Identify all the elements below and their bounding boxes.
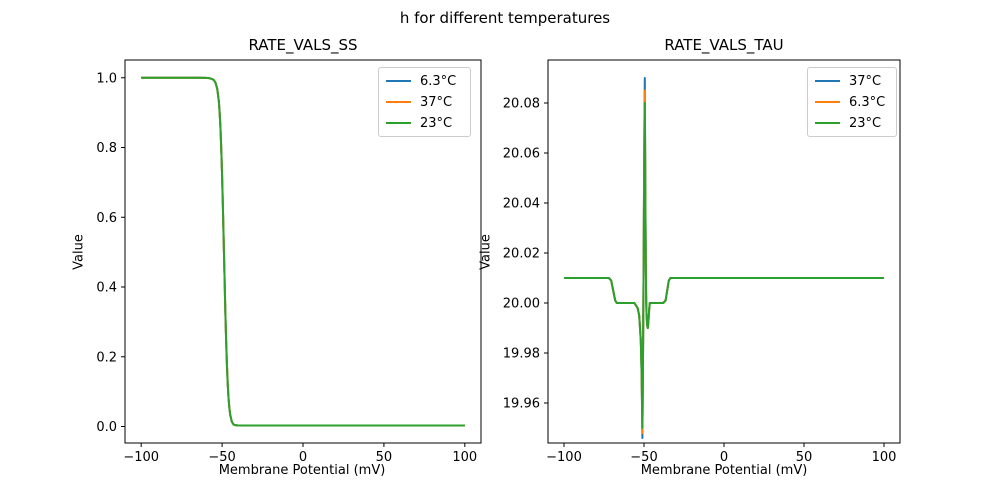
ss-legend-item: 6.3°C (386, 72, 463, 90)
tau-legend: 37°C 6.3°C 23°C (807, 67, 897, 137)
tau-series-line (564, 102, 884, 429)
subplot-tau-title: RATE_VALS_TAU (664, 36, 784, 54)
tau-y-tick-label: 19.96 (503, 397, 540, 412)
ss-x-tick-label: 0 (299, 450, 307, 465)
tau-y-tick-label: 20.04 (503, 197, 540, 212)
tau-legend-label: 23°C (849, 115, 882, 131)
subplot-ss-title: RATE_VALS_SS (248, 36, 358, 54)
ss-xaxis-label: Membrane Potential (mV) (218, 463, 386, 478)
ss-y-tick-label: 0.0 (96, 420, 117, 435)
tau-x-tick-label: −100 (546, 450, 582, 465)
tau-legend-line-sample (815, 100, 840, 104)
tau-series-line (564, 89, 884, 434)
ss-x-tick-label: 50 (376, 450, 393, 465)
ss-y-tick-label: 0.2 (96, 350, 117, 365)
tau-y-tick-label: 20.00 (503, 297, 540, 312)
ss-legend-line-sample (386, 121, 411, 125)
ss-legend-item: 23°C (386, 114, 463, 132)
ss-legend-line-sample (386, 79, 411, 83)
ss-series-line (141, 76, 465, 427)
ss-y-tick-label: 1.0 (96, 71, 117, 86)
tau-x-tick-label: 50 (796, 450, 813, 465)
ss-x-tick-label: 100 (452, 450, 477, 465)
ss-legend-item: 37°C (386, 93, 463, 111)
ss-y-tick-label: 0.6 (96, 211, 117, 226)
tau-y-tick-label: 20.06 (503, 147, 540, 162)
tau-x-tick-label: 0 (720, 450, 728, 465)
ss-axes-frame (124, 59, 482, 444)
tau-legend-item: 37°C (815, 72, 889, 90)
tau-legend-line-sample (815, 79, 840, 83)
tau-y-tick-label: 19.98 (503, 347, 540, 362)
tau-axes-frame (547, 59, 901, 444)
ss-y-tick-label: 0.8 (96, 141, 117, 156)
tau-legend-line-sample (815, 121, 840, 125)
tau-yaxis-label: Value (478, 234, 494, 270)
ss-y-tick-label: 0.4 (96, 281, 117, 296)
tau-x-tick-label: −50 (630, 450, 657, 465)
tau-y-tick-label: 20.08 (503, 97, 540, 112)
ss-legend-line-sample (386, 100, 411, 104)
tau-xaxis-label: Membrane Potential (mV) (640, 463, 808, 478)
tau-legend-item: 23°C (815, 114, 889, 132)
ss-legend-label: 37°C (420, 94, 453, 110)
tau-y-tick-label: 20.02 (503, 247, 540, 262)
ss-legend: 6.3°C 37°C 23°C (378, 67, 471, 137)
ss-x-tick-label: −100 (123, 450, 159, 465)
tau-legend-label: 37°C (849, 73, 882, 89)
ss-x-tick-label: −50 (208, 450, 235, 465)
ss-yaxis-label: Value (71, 234, 87, 270)
figure-title: h for different temperatures (399, 9, 611, 27)
tau-legend-item: 6.3°C (815, 93, 889, 111)
tau-x-tick-label: 100 (872, 450, 897, 465)
ss-legend-label: 6.3°C (420, 73, 457, 89)
ss-legend-label: 23°C (420, 115, 453, 131)
tau-legend-label: 6.3°C (849, 94, 886, 110)
